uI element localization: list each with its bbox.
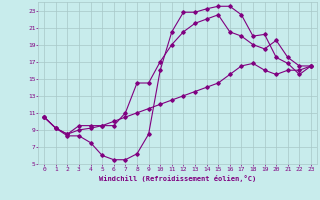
X-axis label: Windchill (Refroidissement éolien,°C): Windchill (Refroidissement éolien,°C) <box>99 175 256 182</box>
